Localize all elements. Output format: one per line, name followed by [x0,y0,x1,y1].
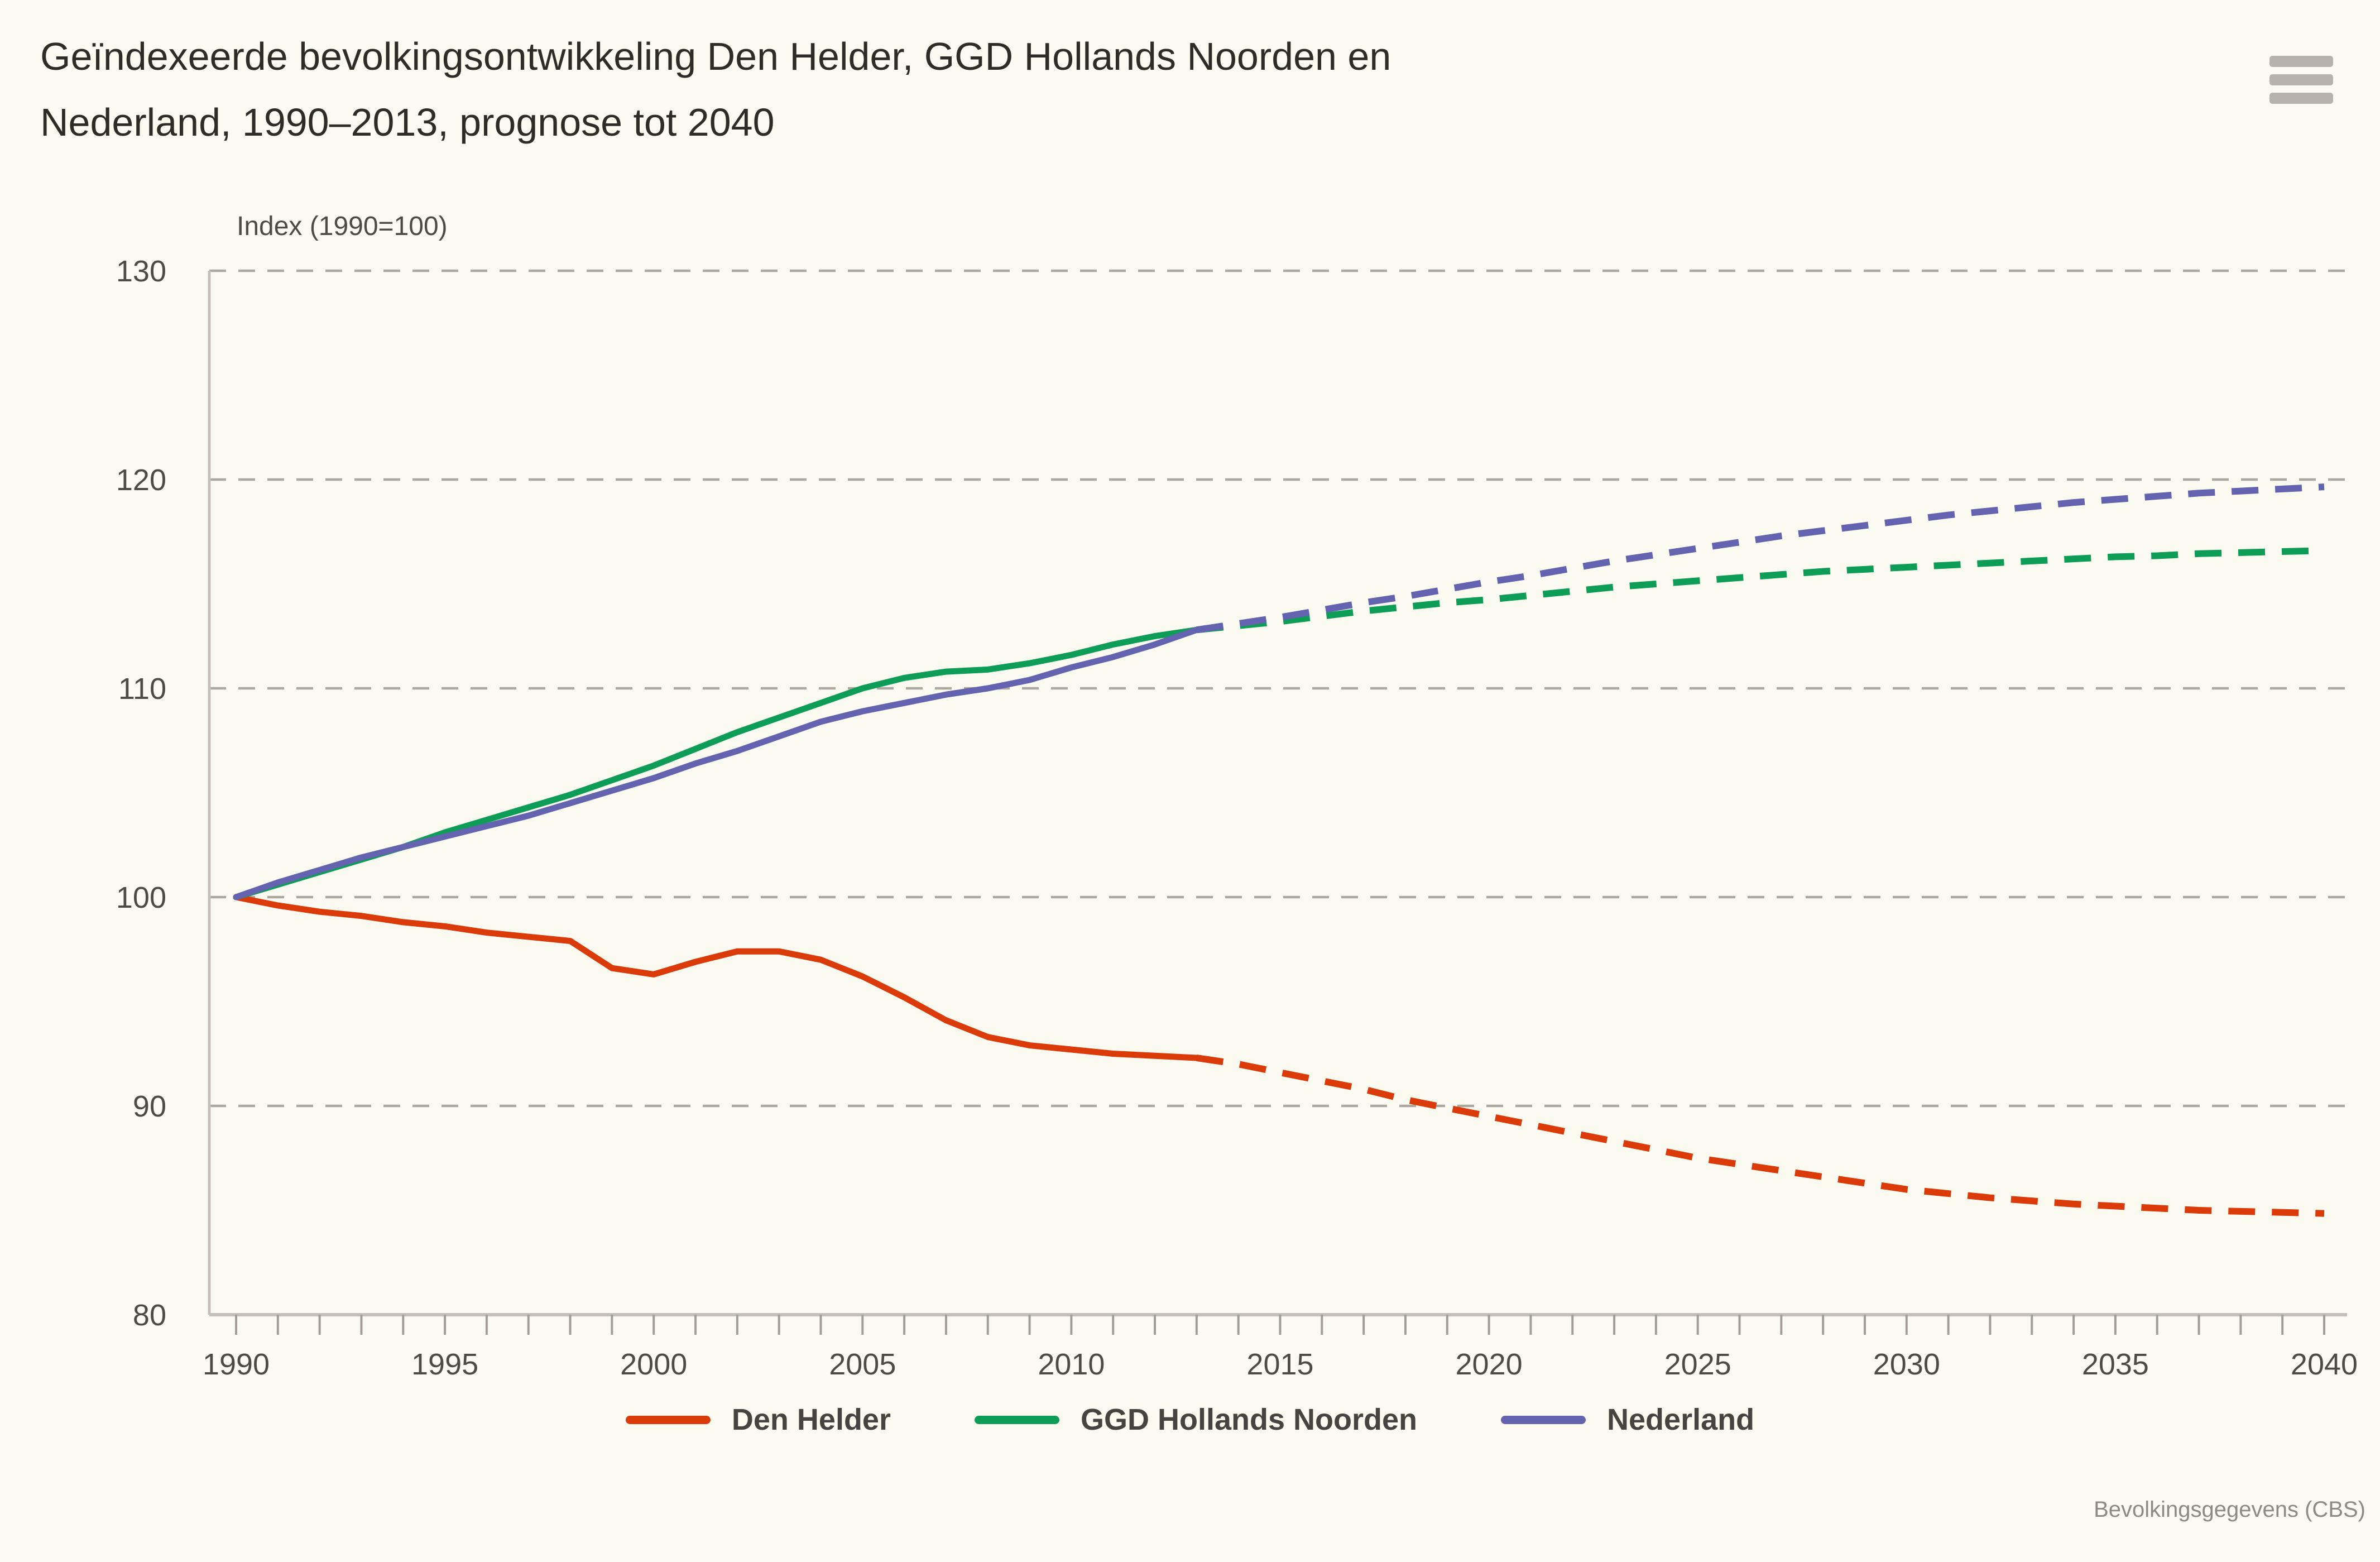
legend-line-swatch [974,1415,1059,1424]
legend-item[interactable]: GGD Hollands Noorden [974,1402,1418,1437]
chart-title: Geïndexeerde bevolkingsontwikkeling Den … [40,23,1391,155]
x-axis-tick-label: 1990 [203,1348,270,1381]
series-forecast-nederland [1196,483,2325,634]
x-axis-tick-label: 2020 [1456,1348,1523,1381]
x-axis-tick-label: 2030 [1873,1348,1940,1381]
series-forecast-ggd-hollands-noorden [1196,547,2325,634]
series-observed-den-helder [233,894,1200,1061]
series-forecast-den-helder [1196,1055,2325,1217]
chart-title-line-2: Nederland, 1990–2013, prognose tot 2040 [40,100,775,144]
x-axis-tick-label: 2035 [2082,1348,2149,1381]
y-axis-title: Index (1990=100) [237,212,448,241]
x-axis-tick-label: 1995 [411,1348,478,1381]
legend-item[interactable]: Den Helder [625,1402,891,1437]
legend-item-label: Den Helder [731,1403,891,1436]
x-axis-tick-label: 2015 [1246,1348,1313,1381]
legend-item[interactable]: Nederland [1501,1402,1754,1437]
chart-title-line-1: Geïndexeerde bevolkingsontwikkeling Den … [40,35,1391,78]
legend-item-label: Nederland [1607,1403,1755,1436]
x-axis-tick-label: 2010 [1038,1348,1105,1381]
export-menu-button[interactable] [2269,56,2333,104]
y-axis-tick-label: 130 [116,255,166,288]
source-note: Bevolkingsgegevens (CBS) [2094,1497,2365,1522]
x-axis-tick-label: 2005 [829,1348,896,1381]
series-observed-nederland [233,626,1200,900]
y-axis-tick-label: 110 [118,672,166,706]
x-axis-tick-label: 2025 [1664,1348,1731,1381]
x-axis-tick-label: 2040 [2291,1348,2358,1381]
legend-line-swatch [625,1415,711,1424]
legend: Den Helder GGD Hollands Noorden Nederlan… [0,1402,2380,1437]
legend-line-swatch [1501,1415,1586,1424]
legend-item-label: GGD Hollands Noorden [1080,1403,1418,1436]
y-axis-tick-label: 120 [116,463,166,497]
y-axis-tick-label: 90 [133,1090,166,1123]
y-axis-tick-label: 100 [116,881,166,914]
hamburger-menu-icon [2269,56,2333,67]
x-axis-tick-label: 2000 [620,1348,687,1381]
y-axis-tick-label: 80 [133,1299,166,1332]
